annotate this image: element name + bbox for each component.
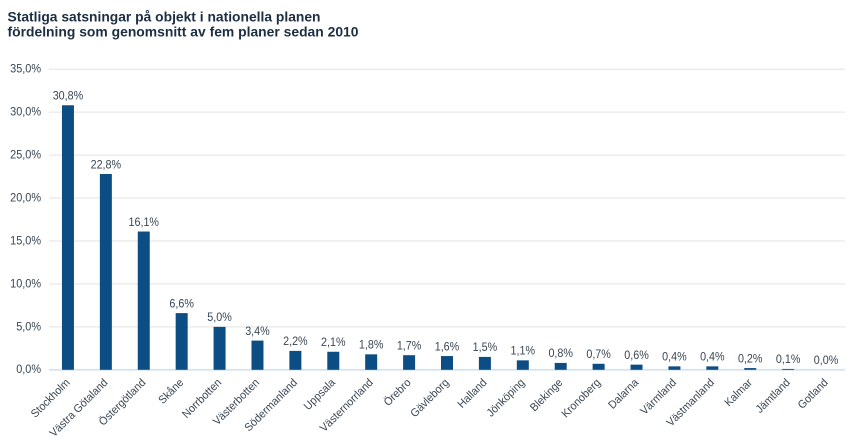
svg-text:0,0%: 0,0%: [16, 363, 41, 376]
svg-text:1,1%: 1,1%: [511, 345, 536, 358]
svg-text:1,8%: 1,8%: [359, 339, 384, 352]
svg-text:0,4%: 0,4%: [662, 351, 687, 364]
svg-text:0,7%: 0,7%: [586, 348, 611, 361]
svg-text:1,5%: 1,5%: [473, 341, 498, 354]
svg-text:1,6%: 1,6%: [435, 340, 460, 353]
svg-text:35,0%: 35,0%: [10, 63, 41, 76]
svg-text:1,7%: 1,7%: [397, 340, 422, 353]
svg-text:25,0%: 25,0%: [10, 149, 41, 162]
svg-text:6,6%: 6,6%: [169, 297, 194, 310]
svg-text:0,1%: 0,1%: [776, 353, 801, 366]
svg-text:0,8%: 0,8%: [548, 347, 573, 360]
svg-text:Statliga satsningar på objekt: Statliga satsningar på objekt i nationel…: [8, 10, 321, 25]
svg-text:30,0%: 30,0%: [10, 106, 41, 119]
svg-text:5,0%: 5,0%: [207, 311, 232, 324]
svg-text:0,2%: 0,2%: [738, 352, 763, 365]
svg-text:30,8%: 30,8%: [53, 90, 84, 103]
svg-text:15,0%: 15,0%: [10, 234, 41, 247]
svg-text:fördelning som genomsnitt av f: fördelning som genomsnitt av fem planer …: [8, 25, 359, 40]
svg-text:16,1%: 16,1%: [129, 216, 160, 229]
svg-text:10,0%: 10,0%: [10, 277, 41, 290]
svg-text:0,6%: 0,6%: [624, 349, 649, 362]
svg-text:5,0%: 5,0%: [16, 320, 41, 333]
svg-text:2,2%: 2,2%: [283, 335, 308, 348]
svg-text:2,1%: 2,1%: [321, 336, 346, 349]
svg-text:0,4%: 0,4%: [700, 351, 725, 364]
svg-text:0,0%: 0,0%: [814, 354, 839, 367]
svg-text:22,8%: 22,8%: [91, 158, 122, 171]
svg-text:20,0%: 20,0%: [10, 191, 41, 204]
svg-text:3,4%: 3,4%: [245, 325, 270, 338]
